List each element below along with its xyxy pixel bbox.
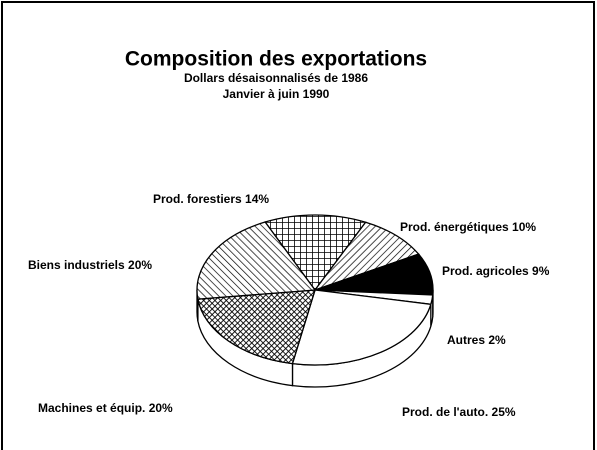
category-label: Machines et équip. xyxy=(38,401,145,415)
value-label: 9% xyxy=(532,264,550,278)
pie-slice xyxy=(291,289,432,366)
pie-slice xyxy=(196,221,317,300)
category-label: Biens industriels xyxy=(28,258,125,272)
subtitle: Dollars désaisonnalisés de 1986 xyxy=(184,71,368,85)
pie-slice xyxy=(313,221,420,292)
slice-label: Biens industriels 20% xyxy=(28,258,152,272)
category-label: Prod. agricoles xyxy=(442,264,529,278)
slice-label: Prod. forestiers 14% xyxy=(153,192,269,206)
slice-label: Autres 2% xyxy=(447,333,506,347)
chart-title: Composition des exportations xyxy=(125,48,427,71)
slice-label: Prod. énergétiques 10% xyxy=(400,220,536,234)
value-label: 25% xyxy=(492,405,516,419)
value-label: 20% xyxy=(149,401,173,415)
pie-slice xyxy=(264,214,367,292)
value-label: 20% xyxy=(128,258,152,272)
category-label: Prod. énergétiques xyxy=(400,220,509,234)
pie xyxy=(196,214,434,388)
slice-label: Prod. de l'auto. 25% xyxy=(402,405,516,419)
slice-label: Machines et équip. 20% xyxy=(38,401,173,415)
category-label: Prod. forestiers xyxy=(153,192,242,206)
value-label: 2% xyxy=(488,333,506,347)
slice-label: Prod. agricoles 9% xyxy=(442,264,550,278)
value-label: 10% xyxy=(512,220,536,234)
value-label: 14% xyxy=(245,192,269,206)
category-label: Autres xyxy=(447,333,485,347)
pie-slice xyxy=(197,289,316,365)
category-label: Prod. de l'auto. xyxy=(402,405,488,419)
subtitle: Janvier à juin 1990 xyxy=(223,87,330,101)
